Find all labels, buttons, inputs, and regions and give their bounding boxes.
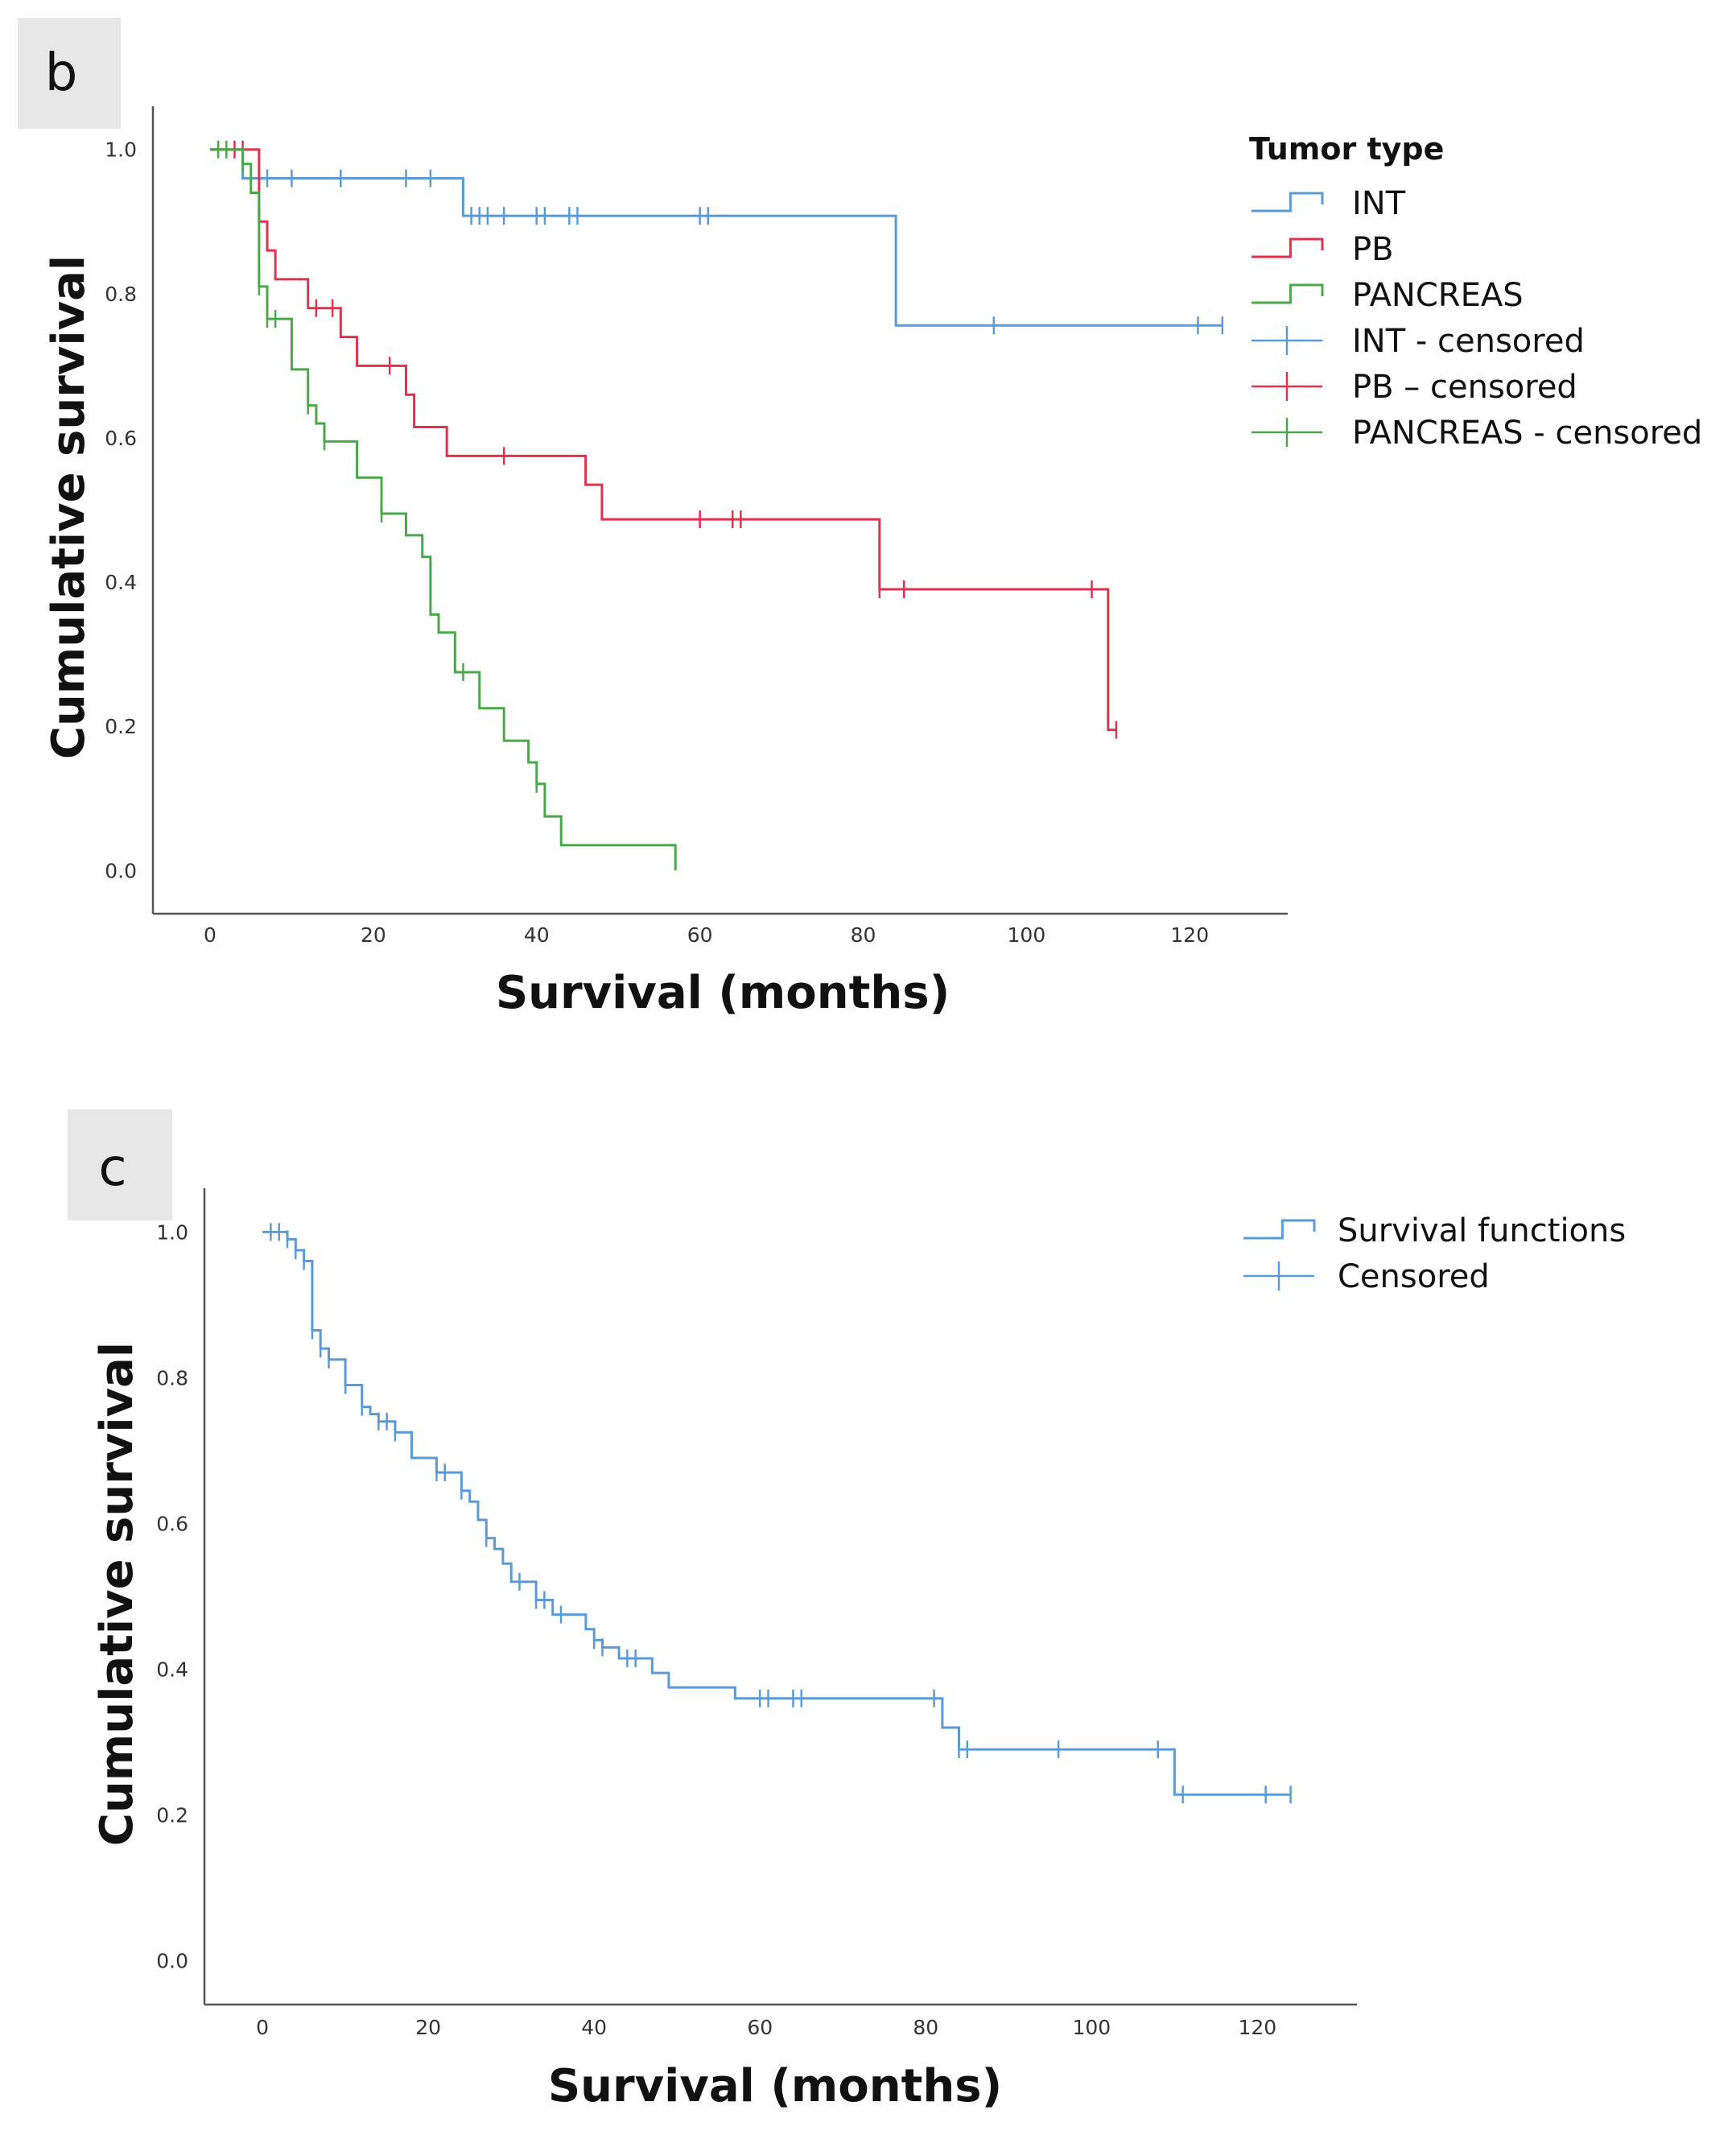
legend-swatch-line [1243, 1219, 1316, 1240]
legend-label: Survival functions [1338, 1212, 1626, 1249]
survival-curve-pb [210, 148, 1116, 732]
x-tick-label: 120 [1170, 923, 1209, 947]
panel-c-y-axis-title: Cumulative survival [91, 1342, 143, 1846]
y-tick-label: 0.4 [156, 1658, 188, 1682]
panel-c-tag [68, 1109, 172, 1220]
panel-c-x-axis-title: Survival (months) [548, 2060, 1002, 2112]
y-tick-label: 1.0 [105, 138, 137, 162]
x-tick-label: 60 [687, 923, 713, 947]
x-tick-label: 60 [747, 2016, 773, 2039]
panel-b-curves [210, 140, 1224, 871]
y-tick-label: 0.2 [156, 1804, 188, 1827]
panel-c-label: c [98, 1138, 126, 1198]
panel-b-tick-labels: 0 20 40 60 80 100 120 0.0 0.2 0.4 0.6 0.8 1.0 [105, 138, 1209, 947]
legend-label: PANCREAS - censored [1352, 415, 1702, 452]
survival-curve-int [210, 148, 1223, 327]
x-tick-label: 120 [1239, 2016, 1277, 2039]
panel-b-legend-title: Tumor type [1249, 131, 1444, 167]
panel-b-y-axis-title: Cumulative survival [43, 255, 95, 759]
y-tick-label: 0.0 [105, 859, 137, 882]
legend-swatch-line [1251, 283, 1324, 304]
panel-b-axes [151, 106, 1288, 915]
panel-b-x-axis-title: Survival (months) [496, 967, 950, 1019]
panel-b-tag [18, 18, 121, 129]
y-tick-label: 0.8 [105, 283, 137, 306]
panel-b-legend: Tumor type INT PB PANCREAS INT - censored PB… [1249, 131, 1702, 452]
x-tick-label: 80 [851, 923, 876, 947]
legend-swatch-line [1251, 192, 1324, 213]
x-tick-label: 0 [256, 2016, 269, 2039]
panel-c-tick-labels: 0 20 40 60 80 100 120 0.0 0.2 0.4 0.6 0.8 1.0 [156, 1220, 1276, 2039]
x-tick-label: 20 [415, 2016, 441, 2039]
legend-label: PANCREAS [1352, 277, 1524, 314]
x-tick-label: 100 [1072, 2016, 1111, 2039]
x-tick-label: 20 [361, 923, 386, 947]
y-tick-label: 0.6 [156, 1512, 188, 1535]
y-tick-label: 0.6 [105, 427, 137, 450]
legend-label: INT [1352, 185, 1406, 222]
panel-c-axes [203, 1188, 1357, 2006]
x-tick-label: 40 [524, 923, 550, 947]
panel-c-legend: Survival functions Censored [1243, 1212, 1626, 1295]
legend-label: Censored [1338, 1258, 1490, 1295]
survival-curve-pancreas [210, 148, 677, 871]
legend-swatch-line [1251, 237, 1324, 258]
panel-c-curves [262, 1223, 1292, 1804]
y-tick-label: 0.8 [156, 1366, 188, 1389]
y-tick-label: 0.0 [156, 1950, 188, 1973]
x-tick-label: 80 [913, 2016, 938, 2039]
x-tick-label: 100 [1008, 923, 1046, 947]
panel-c-chart: c 0 20 40 60 80 100 120 0.0 0.2 0.4 0.6 0.8 1.0 Surv… [68, 1109, 1626, 2112]
x-tick-label: 0 [204, 923, 216, 947]
legend-label: PB [1352, 231, 1394, 268]
panel-b-label: b [45, 43, 78, 103]
panel-b-chart: b 0 20 40 60 80 100 120 0.0 0.2 0.4 0.6 0.8 1.0 Surv… [18, 18, 1702, 1019]
survival-curve-survival-functions [262, 1230, 1291, 1796]
x-tick-label: 40 [581, 2016, 607, 2039]
y-tick-label: 1.0 [156, 1220, 188, 1244]
legend-label: INT - censored [1352, 323, 1585, 360]
legend-label: PB – censored [1352, 369, 1577, 406]
y-tick-label: 0.2 [105, 715, 137, 738]
y-tick-label: 0.4 [105, 571, 137, 594]
